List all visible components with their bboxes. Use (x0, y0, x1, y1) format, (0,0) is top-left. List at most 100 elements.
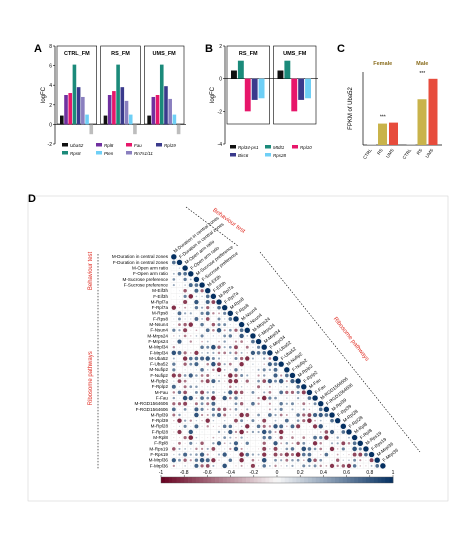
a-legend-label: Rn7s1/11 (134, 151, 153, 156)
b-y-tick-label: -4 (218, 142, 223, 148)
d-cell-circle (258, 437, 260, 439)
a-bar (112, 91, 116, 125)
b-legend-swatch (292, 145, 298, 149)
d-cell-circle (200, 407, 204, 411)
d-cell-circle (285, 465, 288, 467)
d-cell-circle (312, 424, 318, 429)
d-cell-circle (193, 276, 200, 283)
d-cell-circle (222, 452, 227, 457)
d-cell-circle (205, 356, 210, 361)
d-border (27, 195, 449, 502)
d-cell-circle (257, 453, 260, 456)
d-row-label: M-Rpl28 (151, 424, 169, 429)
d-cell-circle (246, 391, 248, 393)
d-cell-circle (201, 437, 203, 439)
d-cell-circle (228, 362, 232, 366)
d-cell-circle (269, 442, 271, 444)
c-significance: *** (419, 71, 425, 77)
d-cell-circle (273, 362, 278, 367)
d-cell-circle (285, 390, 289, 395)
d-cell-circle (239, 458, 244, 463)
d-cell-circle (257, 385, 261, 389)
d-cell-circle (257, 465, 260, 467)
d-cell-circle (229, 324, 231, 326)
b-bar (277, 70, 284, 79)
d-cell-circle (184, 306, 187, 309)
d-cell-circle (195, 335, 198, 337)
d-cell-circle (189, 419, 192, 422)
d-cell-circle (188, 283, 193, 288)
d-row-label: M-Rps8 (152, 311, 169, 316)
d-cell-circle (171, 260, 176, 265)
d-cell-circle (195, 374, 198, 377)
d-row-label: M-Mrpl36 (149, 458, 169, 463)
a-legend-swatch (156, 143, 162, 147)
d-row-label: F-Mrpl36 (150, 463, 169, 468)
d-cell-circle (273, 373, 278, 378)
d-cell-circle (229, 436, 232, 439)
d-cell-circle (313, 412, 318, 418)
d-cell-circle (183, 452, 188, 457)
d-cell-circle (256, 424, 261, 429)
b-legend-swatch (265, 153, 271, 157)
d-colorbar-segment (350, 477, 355, 483)
d-cell-circle (205, 317, 210, 321)
d-cell-circle (325, 442, 327, 444)
d-cell-circle (245, 452, 250, 457)
d-cell-circle (172, 402, 176, 406)
d-cell-circle (240, 436, 243, 439)
d-cell-circle (258, 358, 260, 360)
d-cell-circle (233, 446, 239, 452)
d-cell-circle (250, 333, 256, 339)
d-cell-circle (183, 374, 187, 377)
d-cell-circle (256, 351, 261, 355)
d-cell-circle (190, 301, 192, 303)
d-cell-circle (340, 423, 347, 430)
a-legend-swatch (126, 151, 132, 155)
d-cell-circle (234, 345, 238, 350)
d-cell-circle (194, 283, 199, 287)
d-cell-circle (325, 420, 327, 422)
d-colorbar-segment (164, 477, 170, 483)
d-cell-circle (241, 346, 243, 348)
d-cell-circle (258, 391, 260, 393)
d-cell-circle (201, 431, 203, 433)
d-colorbar-segment (342, 477, 347, 483)
d-cell-circle (324, 430, 329, 434)
d-cell-circle (172, 447, 176, 451)
b-legend-swatch (265, 145, 271, 149)
d-cell-circle (205, 328, 210, 333)
d-colorbar-segment (323, 477, 328, 483)
d-cell-circle (182, 395, 188, 401)
d-cell-circle (195, 329, 198, 332)
d-row-label: F-Rplp2 (152, 384, 169, 389)
d-cell-circle (223, 318, 226, 320)
d-cell-circle (211, 401, 216, 406)
d-cell-circle (211, 390, 215, 394)
d-row-label: M-Rpl39 (151, 412, 169, 417)
panel-letter-d: D (28, 193, 36, 205)
d-cell-circle (268, 430, 272, 434)
c-x-tick-label: RS (376, 148, 384, 156)
d-cell-circle (201, 386, 203, 388)
d-cell-circle (291, 442, 294, 445)
d-cell-circle (341, 464, 346, 468)
d-cell-circle (178, 425, 181, 427)
panel-letter-c: C (337, 43, 345, 55)
d-cell-circle (296, 413, 300, 417)
d-row-label: F-Mrpl34 (150, 350, 169, 355)
d-cell-circle (280, 386, 282, 388)
a-bar (85, 114, 89, 125)
a-bar (164, 86, 168, 125)
d-colorbar-segment (338, 477, 344, 483)
d-cell-circle (263, 408, 265, 410)
d-cell-circle (173, 419, 175, 422)
d-cell-circle (229, 358, 231, 360)
d-cell-circle (212, 307, 214, 309)
d-row-label: F-Nufip2 (150, 373, 168, 378)
d-cell-circle (211, 407, 216, 412)
d-cell-circle (273, 367, 278, 372)
d-cell-circle (275, 386, 277, 388)
d-cell-circle (200, 368, 204, 372)
d-colorbar-segment (327, 477, 332, 483)
